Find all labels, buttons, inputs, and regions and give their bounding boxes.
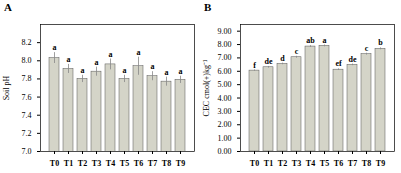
svg-text:de: de [265,57,273,66]
svg-text:5.00: 5.00 [218,80,232,89]
svg-text:7.0: 7.0 [22,147,32,156]
svg-text:7.8: 7.8 [22,74,32,83]
svg-text:a: a [95,58,99,67]
svg-text:T9: T9 [176,159,185,168]
svg-text:1.00: 1.00 [218,134,232,143]
svg-text:T5: T5 [120,159,129,168]
svg-text:T3: T3 [92,159,101,168]
svg-text:a: a [123,66,127,75]
svg-text:4.00: 4.00 [218,94,232,103]
svg-text:ab: ab [306,36,315,45]
svg-text:d: d [280,54,285,63]
svg-text:7.4: 7.4 [22,111,32,120]
svg-text:0.00: 0.00 [218,147,232,156]
svg-text:c: c [295,47,299,56]
svg-text:T2: T2 [278,159,287,168]
svg-text:T4: T4 [306,159,315,168]
svg-text:T6: T6 [334,159,343,168]
svg-text:T4: T4 [106,159,115,168]
svg-text:de: de [349,55,357,64]
svg-text:a: a [323,36,327,45]
svg-text:T7: T7 [348,159,357,168]
svg-text:7.2: 7.2 [22,129,32,138]
svg-text:c: c [365,44,369,53]
svg-text:T1: T1 [264,159,273,168]
svg-text:8.00: 8.00 [218,40,232,49]
svg-text:T5: T5 [320,159,329,168]
svg-text:6.00: 6.00 [218,67,232,76]
svg-text:a: a [151,62,155,71]
svg-text:T2: T2 [78,159,87,168]
html-text:A: A [4,1,12,13]
svg-text:T0: T0 [250,159,259,168]
svg-text:f: f [253,61,256,70]
svg-text:T8: T8 [162,159,171,168]
svg-text:a: a [53,43,57,52]
svg-text:a: a [165,68,169,77]
svg-text:Soil pH: Soil pH [2,75,11,100]
svg-text:7.6: 7.6 [22,93,32,102]
html-text:B: B [204,1,212,13]
svg-text:3.00: 3.00 [218,107,232,116]
svg-text:8.2: 8.2 [22,38,32,47]
svg-text:T3: T3 [292,159,301,168]
svg-text:9.00: 9.00 [218,27,232,36]
svg-text:a: a [137,48,141,57]
svg-text:T0: T0 [50,159,59,168]
svg-text:T9: T9 [376,159,385,168]
svg-text:T8: T8 [362,159,371,168]
svg-text:8.0: 8.0 [22,56,32,65]
svg-text:ef: ef [335,59,342,68]
svg-text:b: b [378,38,383,47]
svg-text:a: a [109,50,113,59]
svg-text:a: a [179,67,183,76]
svg-text:2.00: 2.00 [218,120,232,129]
svg-text:7.00: 7.00 [218,53,232,62]
svg-text:a: a [67,55,71,64]
svg-text:T6: T6 [134,159,143,168]
svg-text:a: a [81,66,85,75]
svg-text:T1: T1 [64,159,73,168]
svg-text:T7: T7 [148,159,157,168]
svg-text:CEC cmol(+)kg⁻¹: CEC cmol(+)kg⁻¹ [202,59,211,116]
